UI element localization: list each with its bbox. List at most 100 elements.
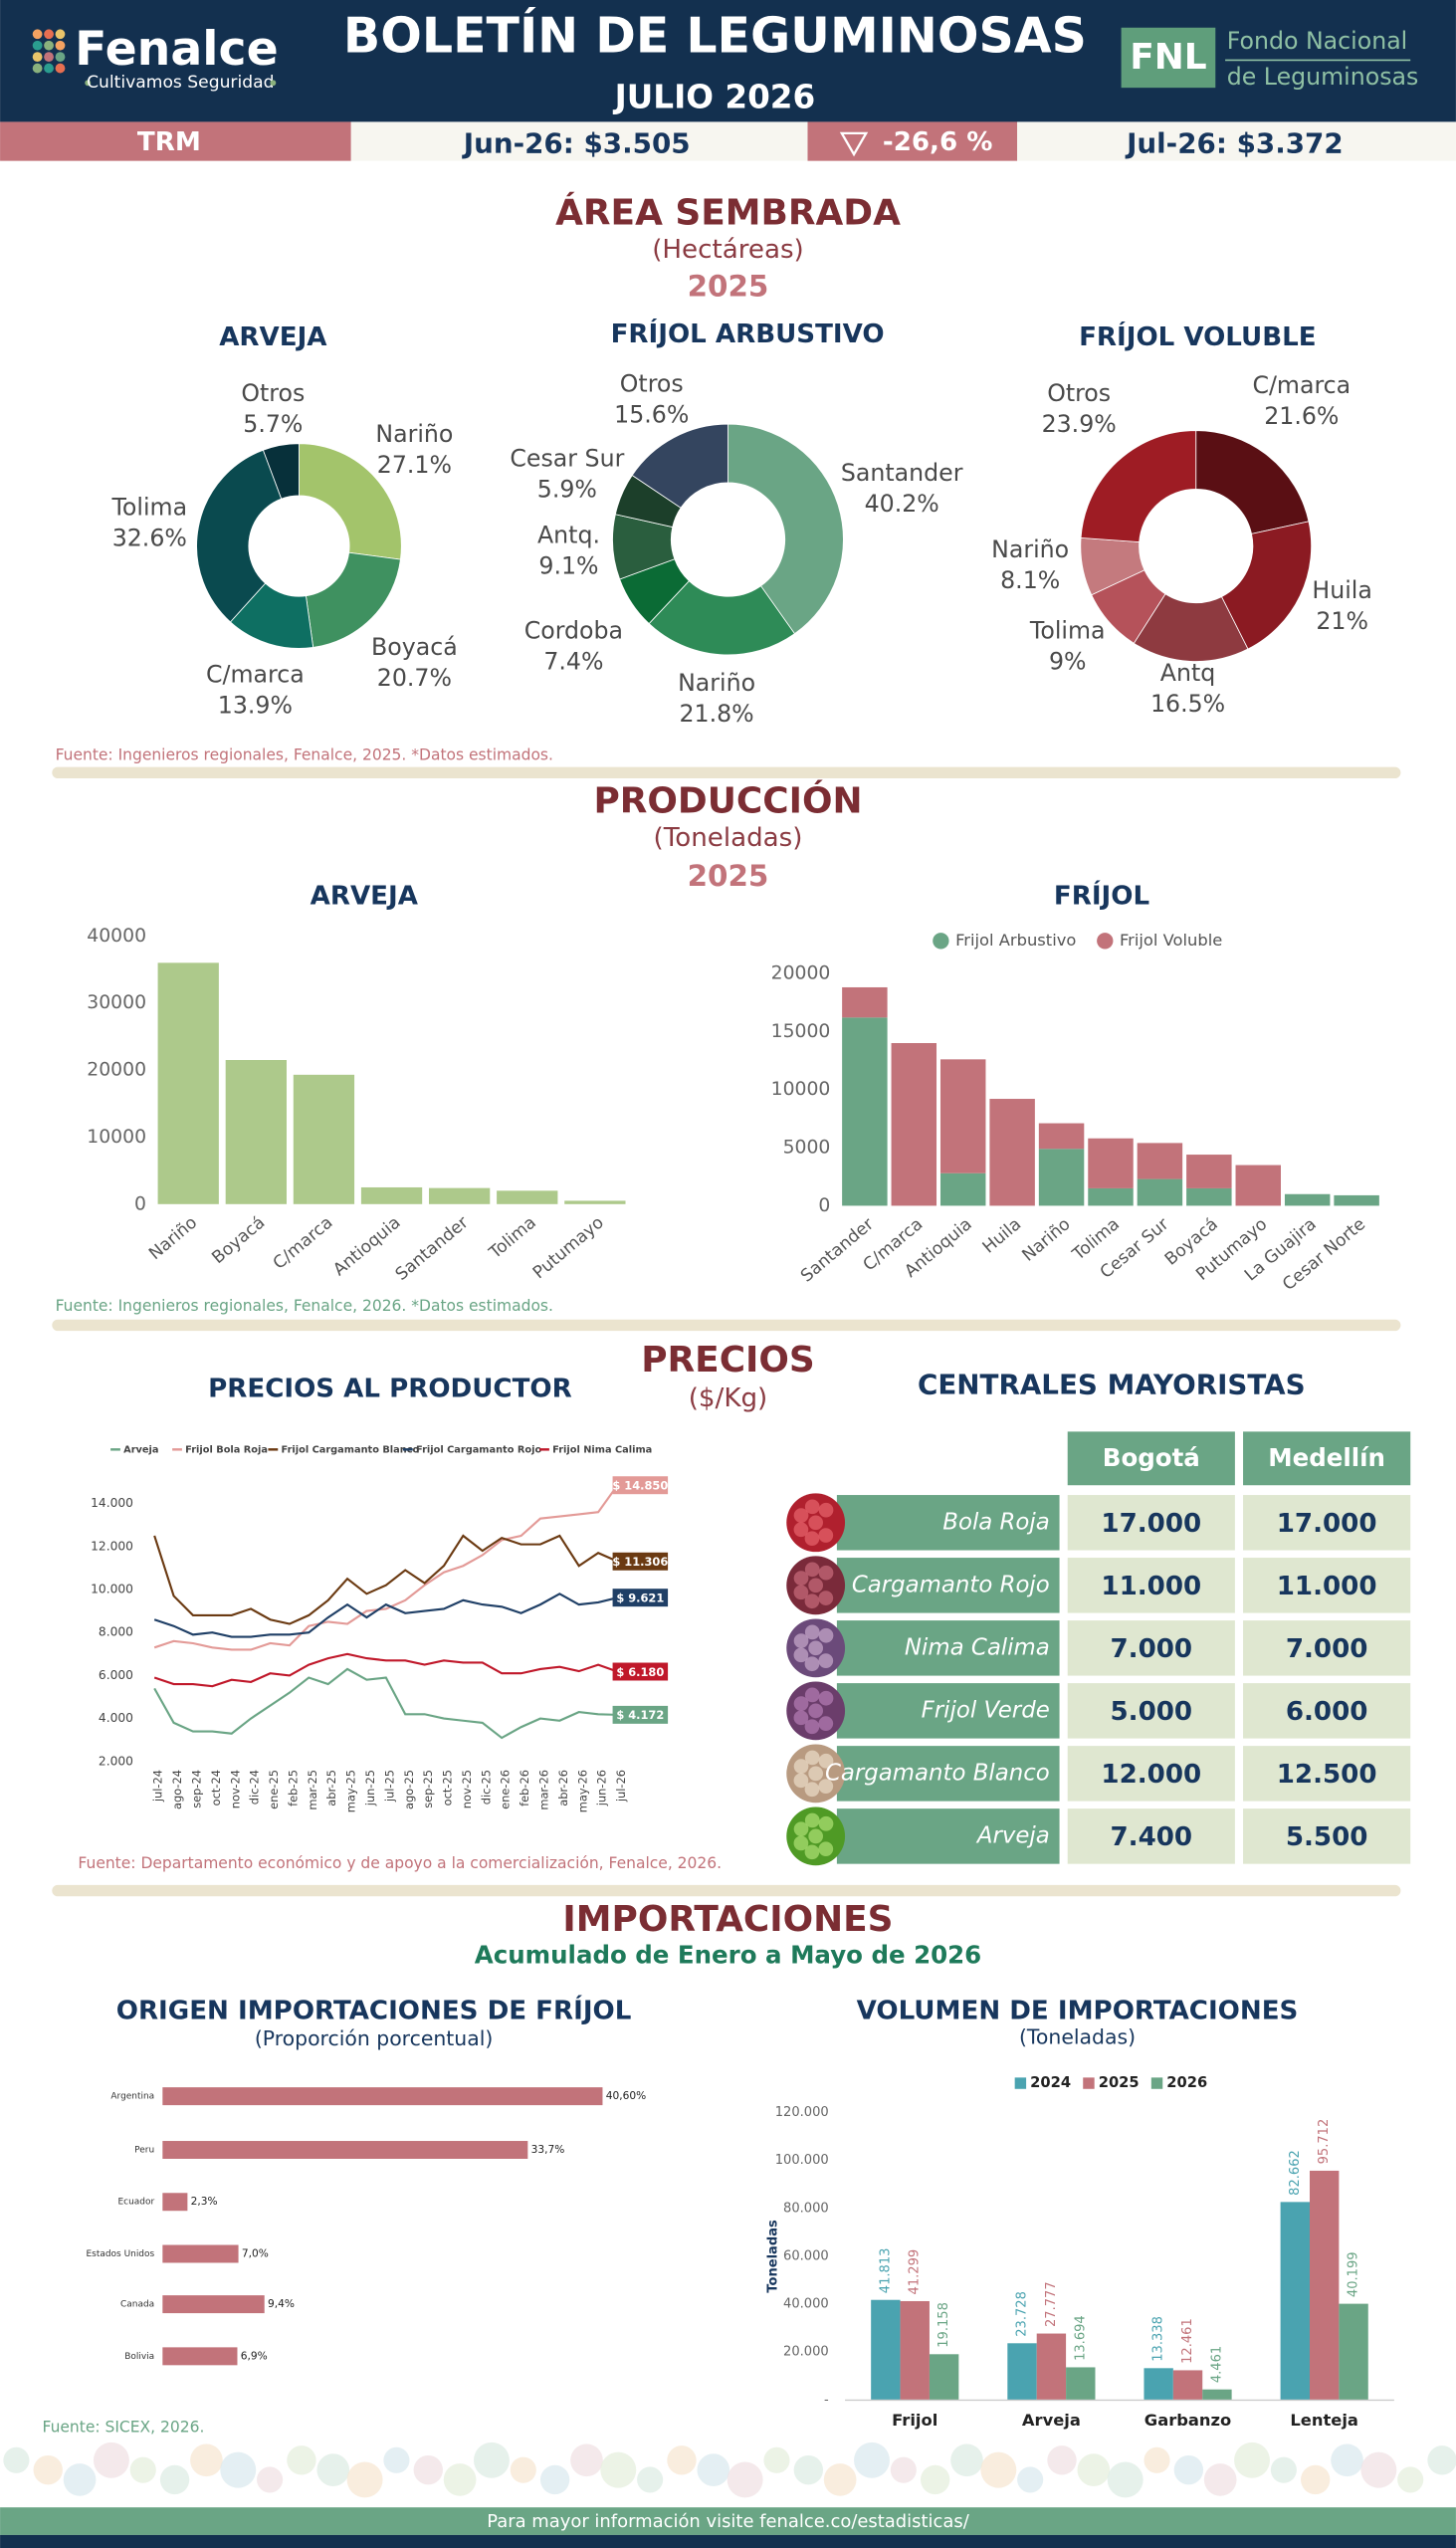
data-label: 40.199 — [1347, 2251, 1361, 2297]
decor-dot — [950, 2443, 983, 2477]
trm-label: TRM — [137, 127, 201, 157]
legend-label: Frijol Arbustivo — [955, 931, 1076, 950]
bar — [1334, 1194, 1379, 1206]
table-cell — [1067, 1558, 1235, 1613]
table-value: 7.000 — [1286, 1634, 1368, 1664]
table-value: 12.000 — [1101, 1760, 1201, 1790]
bean-icon-detail — [793, 1835, 809, 1851]
slice-value: 21.6% — [1264, 402, 1339, 430]
table-row-label-cell — [836, 1558, 1060, 1613]
x-tick-label: sep-25 — [421, 1770, 435, 1808]
table-cell — [1067, 1808, 1235, 1864]
data-label: 9,4% — [268, 2297, 295, 2310]
x-tick-label: abr-26 — [556, 1770, 570, 1806]
bar — [1144, 2368, 1173, 2401]
bar — [162, 2347, 238, 2366]
legend-label: Frijol Voluble — [1120, 931, 1222, 950]
slice-value: 27.1% — [377, 451, 452, 479]
bean-icon-detail — [804, 1656, 820, 1672]
chart-subtitle: (Proporción porcentual) — [255, 2026, 493, 2050]
slice-label: Tolima — [1029, 617, 1106, 645]
decor-dot — [1107, 2461, 1144, 2498]
y-tick-label: 14.000 — [91, 1496, 133, 1510]
table-cell — [1243, 1620, 1411, 1676]
bean-icon-detail — [793, 1647, 809, 1663]
slice-label: Cordoba — [524, 617, 623, 645]
trm-cell — [0, 121, 351, 161]
bean-icon-detail — [808, 1515, 824, 1531]
x-tick-label: sep-24 — [190, 1770, 204, 1808]
chart-title: ARVEJA — [311, 882, 419, 912]
decor-dot — [980, 2451, 1017, 2488]
table-value: 6.000 — [1286, 1697, 1368, 1727]
bean-icon-detail — [808, 1828, 824, 1844]
section-year: 2025 — [688, 859, 769, 893]
section-subtitle: Acumulado de Enero a Mayo de 2026 — [475, 1941, 981, 1970]
bar — [157, 962, 219, 1204]
bar — [162, 2295, 265, 2314]
bean-icon-detail — [793, 1710, 809, 1726]
bean-icon-detail — [804, 1593, 820, 1609]
bean-icon-detail — [818, 1815, 834, 1831]
x-tick-label: ago-25 — [402, 1770, 416, 1809]
x-tick-label: may-26 — [575, 1770, 589, 1812]
bean-icon-detail — [793, 1821, 809, 1837]
slice-label: Antq. — [537, 521, 600, 548]
slice-label: Boyacá — [371, 633, 458, 661]
table-row-label: Nima Calima — [905, 1634, 1050, 1660]
decor-dot — [1234, 2442, 1270, 2478]
legend-label: 2025 — [1099, 2074, 1140, 2091]
bar — [1137, 1178, 1183, 1206]
bean-icon-detail — [793, 1696, 809, 1711]
bean-icon-detail — [804, 1687, 820, 1703]
y-tick-label: Peru — [134, 2145, 154, 2155]
slice-value: 8.1% — [1000, 566, 1060, 594]
y-tick-label: 6.000 — [99, 1668, 133, 1682]
bean-icon-detail — [808, 1640, 824, 1656]
x-tick-label: abr-25 — [324, 1770, 338, 1806]
bar — [871, 2299, 901, 2401]
bar — [1038, 1149, 1085, 1206]
data-label: 13.694 — [1073, 2315, 1088, 2361]
x-tick-label: dic-24 — [248, 1770, 262, 1805]
decor-dot — [510, 2456, 536, 2483]
bar — [293, 1074, 355, 1204]
slice-label: Otros — [620, 369, 684, 397]
pie-slice — [1220, 521, 1313, 650]
fund-abbr: FNL — [1130, 37, 1206, 78]
table-row-label-cell — [836, 1495, 1060, 1551]
y-tick-label: 20.000 — [783, 2345, 829, 2360]
end-label: $ 14.850 — [612, 1479, 668, 1493]
source: Fuente: Ingenieros regionales, Fenalce, … — [56, 746, 553, 764]
bar — [1038, 1123, 1085, 1150]
slice-value: 5.7% — [243, 410, 303, 438]
bean-icon-detail — [818, 1502, 834, 1518]
bean-icon-detail — [804, 1531, 820, 1547]
separator — [52, 1884, 1401, 1897]
bar — [162, 2193, 188, 2212]
source: Fuente: Ingenieros regionales, Fenalce, … — [56, 1297, 553, 1315]
x-tick-label: feb-26 — [518, 1770, 531, 1806]
bar — [225, 1060, 287, 1204]
bar — [162, 2141, 528, 2159]
bar — [842, 1017, 888, 1206]
source: Fuente: Departamento económico y de apoy… — [78, 1854, 722, 1872]
bar — [360, 1186, 423, 1204]
end-label-box — [612, 1662, 669, 1681]
decor-dot — [1173, 2454, 1204, 2485]
x-tick-label: oct-24 — [209, 1770, 223, 1805]
bean-icon-detail — [804, 1499, 820, 1515]
section-unit: ($/Kg) — [689, 1383, 767, 1413]
bean-icon-detail — [818, 1565, 834, 1581]
table-cell — [1067, 1683, 1235, 1739]
decor-dot — [346, 2461, 383, 2498]
slice-value: 7.4% — [543, 648, 603, 676]
bar — [162, 2087, 603, 2106]
bar — [1202, 2389, 1232, 2401]
bar — [428, 1187, 491, 1204]
decor-dot — [1397, 2466, 1424, 2493]
bullet — [85, 80, 92, 87]
legend-label: 2026 — [1166, 2074, 1207, 2091]
table-value: 5.000 — [1111, 1697, 1193, 1727]
